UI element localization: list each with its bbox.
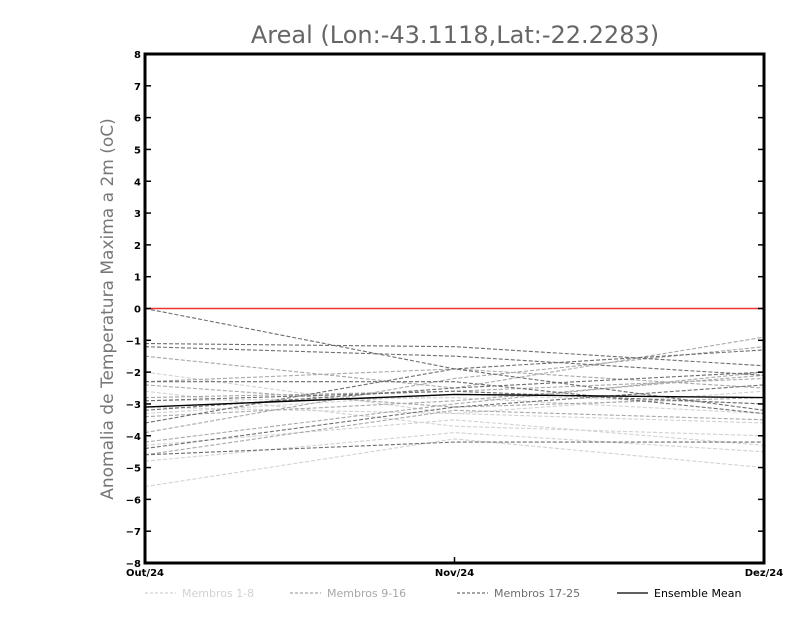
chart-series xyxy=(144,307,765,488)
series-line-15 xyxy=(144,409,765,456)
y-tick-label: −7 xyxy=(126,527,141,538)
legend-label: Membros 17-25 xyxy=(494,587,580,600)
series-line-18 xyxy=(144,342,765,367)
y-tick-label: −1 xyxy=(126,336,141,347)
series-line-6 xyxy=(144,432,765,462)
series-line-20 xyxy=(145,381,765,415)
x-axis-ticks: Out/24 Nov/24 Dez/24 xyxy=(126,557,783,579)
series-line-24 xyxy=(144,390,765,405)
y-axis-ticks: 8 7 6 5 4 3 2 1 0 −1 −2 −3 −4 −5 −6 −7 −8 xyxy=(126,50,764,570)
y-tick-label: −3 xyxy=(126,400,141,411)
x-tick-label: Dez/24 xyxy=(745,568,784,579)
y-tick-label: 2 xyxy=(134,241,141,252)
legend-label: Membros 9-16 xyxy=(327,587,406,600)
y-tick-label: 8 xyxy=(134,50,141,61)
legend-label: Ensemble Mean xyxy=(654,587,741,600)
y-tick-label: −5 xyxy=(126,464,141,475)
y-tick-label: 7 xyxy=(134,82,141,93)
series-line-5 xyxy=(144,397,765,415)
series-line-21 xyxy=(144,349,765,424)
y-tick-label: 3 xyxy=(134,209,141,220)
y-axis-label: Anomalia de Temperatura Maxima a 2m (oC) xyxy=(98,118,118,500)
y-tick-label: −6 xyxy=(126,495,141,506)
y-tick-label: 6 xyxy=(134,114,141,125)
y-tick-label: −4 xyxy=(126,432,141,443)
series-line-1 xyxy=(144,438,765,488)
series-line-26 xyxy=(144,393,765,408)
legend-label: Membros 1-8 xyxy=(182,587,254,600)
series-line-23 xyxy=(144,441,764,456)
y-tick-label: 5 xyxy=(134,145,141,156)
y-tick-label: −2 xyxy=(126,368,141,379)
series-line-9 xyxy=(144,336,765,389)
y-tick-label: 0 xyxy=(134,305,141,316)
x-tick-label: Out/24 xyxy=(126,568,164,579)
series-line-19 xyxy=(144,346,765,376)
x-tick-label: Nov/24 xyxy=(435,568,474,579)
series-line-14 xyxy=(144,384,765,408)
series-line-13 xyxy=(144,346,765,434)
series-line-16 xyxy=(144,374,765,418)
chart-title: Areal (Lon:-43.1118,Lat:-22.2283) xyxy=(251,21,659,49)
y-tick-label: −8 xyxy=(126,559,141,570)
series-line-4 xyxy=(144,419,765,446)
legend: Membros 1-8 Membros 9-16 Membros 17-25 Ense… xyxy=(145,587,741,600)
series-line-22 xyxy=(144,384,765,450)
y-tick-label: 1 xyxy=(134,273,141,284)
y-tick-label: 4 xyxy=(134,177,141,188)
series-line-7 xyxy=(144,390,765,415)
